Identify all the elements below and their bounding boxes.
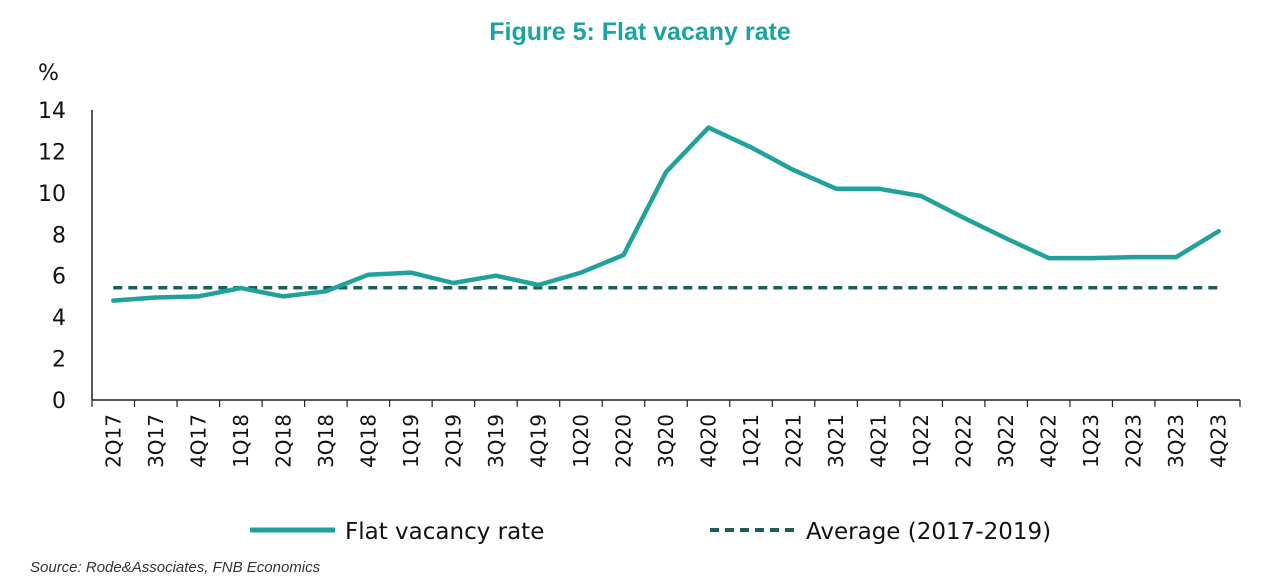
x-tick-label: 1Q21 (739, 414, 763, 468)
x-axis: 2Q17 3Q17 4Q17 1Q18 2Q18 3Q18 4Q18 1Q19 2Q19 3Q19… (91, 400, 1241, 468)
x-tick-label: 2Q18 (271, 414, 295, 468)
x-tick-label: 3Q23 (1164, 414, 1188, 468)
x-tick-label: 4Q23 (1207, 414, 1231, 468)
x-tick-label: 2Q22 (952, 414, 976, 468)
x-tick-label: 4Q21 (867, 414, 891, 468)
x-tick-label: 3Q19 (484, 414, 508, 468)
series-line-flat-vacancy-rate (111, 125, 1221, 303)
y-axis-unit-label: % (38, 61, 59, 86)
y-tick-label: 2 (52, 348, 66, 373)
x-tick-label: 2Q23 (1122, 414, 1146, 468)
x-tick-label: 1Q20 (569, 414, 593, 468)
x-tick-label: 2Q19 (441, 414, 465, 468)
y-tick-label: 8 (52, 223, 66, 248)
x-tick-label: 1Q19 (399, 414, 423, 468)
chart-title: Figure 5: Flat vacany rate (489, 18, 791, 46)
y-tick-label: 12 (38, 140, 66, 165)
y-tick-label: 0 (52, 389, 66, 414)
y-tick-label: 6 (52, 265, 66, 290)
x-tick-label: 3Q20 (654, 414, 678, 468)
legend: Flat vacancy rate Average (2017-2019) (250, 519, 1051, 545)
x-tick-label: 3Q21 (824, 414, 848, 468)
x-tick-label: 3Q22 (994, 414, 1018, 468)
x-tick-label: 2Q21 (782, 414, 806, 468)
x-tick-label: 4Q20 (697, 414, 721, 468)
y-tick-label: 4 (52, 306, 66, 331)
x-tick-label: 1Q23 (1079, 414, 1103, 468)
legend-label-average: Average (2017-2019) (806, 519, 1051, 545)
x-tick-label: 3Q17 (144, 414, 168, 468)
x-tick-label: 2Q17 (101, 414, 125, 468)
series-group (111, 125, 1221, 303)
source-note: Source: Rode&Associates, FNB Economics (30, 559, 321, 576)
legend-label-flat-vacancy-rate: Flat vacancy rate (345, 519, 544, 545)
y-tick-label: 10 (38, 182, 66, 207)
x-tick-label: 2Q20 (611, 414, 635, 468)
x-tick-label: 1Q18 (229, 414, 253, 468)
x-tick-label: 4Q19 (526, 414, 550, 468)
x-tick-label: 4Q18 (356, 414, 380, 468)
x-tick-label: 4Q17 (186, 414, 210, 468)
x-tick-label: 3Q18 (314, 414, 338, 468)
y-axis: 0 2 4 6 8 10 12 14 (38, 99, 66, 414)
x-tick-label: 4Q22 (1037, 414, 1061, 468)
x-tick-label: 1Q22 (909, 414, 933, 468)
y-tick-label: 14 (38, 99, 66, 124)
